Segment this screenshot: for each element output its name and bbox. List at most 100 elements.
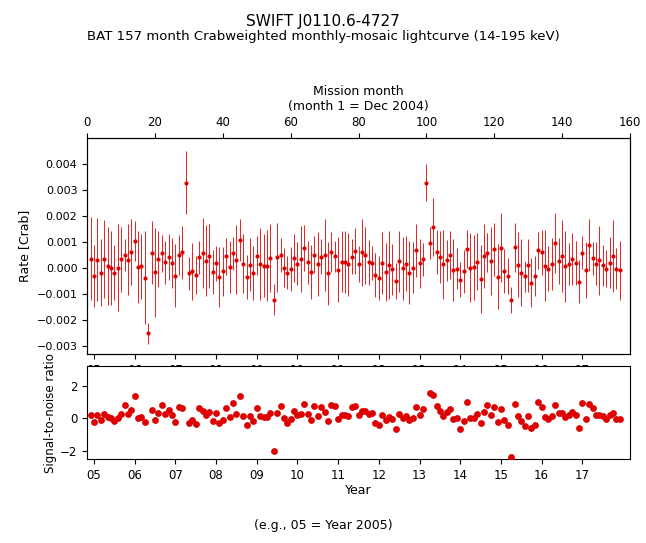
Point [167, 411, 177, 419]
Point [486, 411, 496, 419]
Point [357, 406, 367, 415]
Point [503, 421, 513, 430]
Point [563, 411, 574, 419]
Point [598, 412, 608, 420]
Point [184, 419, 194, 427]
Point [313, 412, 323, 420]
Point [207, 417, 218, 426]
Point [211, 409, 221, 418]
Point [509, 400, 519, 409]
Point [448, 415, 459, 424]
Point [421, 338, 432, 346]
Point [198, 407, 208, 415]
Point [432, 402, 442, 411]
Point [424, 388, 435, 397]
Point [120, 400, 130, 409]
Point [591, 411, 601, 419]
Point [329, 401, 340, 410]
Point [103, 413, 113, 421]
Point [435, 407, 445, 415]
Point [459, 416, 469, 425]
Point [614, 415, 625, 424]
Point [611, 414, 621, 423]
Point [85, 410, 96, 419]
Point [499, 416, 510, 425]
Point [286, 414, 296, 423]
Point [282, 419, 293, 427]
Point [231, 410, 242, 419]
Point [245, 412, 255, 420]
Point [408, 413, 418, 422]
Point [519, 422, 530, 431]
Point [469, 413, 479, 422]
Point [530, 420, 540, 429]
Point [445, 405, 455, 414]
Point [418, 405, 428, 414]
Point [605, 411, 615, 419]
Point [221, 403, 231, 412]
Point [126, 406, 136, 415]
Point [587, 404, 598, 413]
Point [140, 417, 150, 426]
Point [337, 411, 347, 419]
Point [554, 409, 564, 418]
Point [323, 416, 333, 425]
Point [608, 408, 618, 417]
Point [306, 416, 317, 425]
Point [415, 411, 425, 419]
Point [377, 411, 388, 420]
Point [204, 408, 214, 416]
Point [92, 411, 103, 419]
Point [147, 406, 157, 415]
Point [350, 402, 360, 411]
Point [380, 416, 391, 425]
Point [506, 453, 516, 462]
Y-axis label: Rate [Crab]: Rate [Crab] [18, 210, 31, 282]
Point [218, 416, 228, 425]
Point [388, 414, 398, 423]
Point [550, 400, 561, 409]
Point [513, 412, 523, 421]
Point [238, 412, 249, 420]
Point [557, 408, 567, 417]
Point [489, 402, 499, 411]
Point [293, 411, 303, 419]
Point [543, 414, 554, 423]
Point [234, 392, 245, 400]
Point [194, 403, 204, 412]
Point [191, 419, 201, 428]
Point [289, 407, 299, 415]
Point [266, 409, 276, 418]
Point [523, 412, 534, 421]
Point [472, 410, 483, 419]
Point [109, 416, 120, 425]
Point [567, 408, 578, 416]
Point [174, 403, 184, 412]
Point [370, 419, 380, 427]
Point [180, 325, 191, 333]
Point [526, 424, 537, 432]
Point [560, 413, 570, 422]
Point [455, 425, 465, 433]
Point [252, 403, 262, 412]
Point [143, 515, 154, 524]
Point [333, 415, 344, 424]
Point [479, 408, 489, 416]
Point [248, 417, 258, 426]
Point [574, 424, 584, 433]
Point [302, 409, 313, 418]
Point [496, 404, 506, 413]
Point [89, 418, 99, 426]
Point [475, 419, 486, 428]
Point [462, 397, 472, 406]
Point [136, 413, 147, 421]
Point [537, 402, 547, 411]
Point [516, 416, 526, 425]
Point [401, 411, 412, 420]
Point [171, 418, 181, 426]
Point [360, 407, 371, 415]
Point [394, 410, 404, 419]
Point [163, 406, 174, 414]
Point [316, 403, 326, 412]
Point [391, 425, 401, 434]
